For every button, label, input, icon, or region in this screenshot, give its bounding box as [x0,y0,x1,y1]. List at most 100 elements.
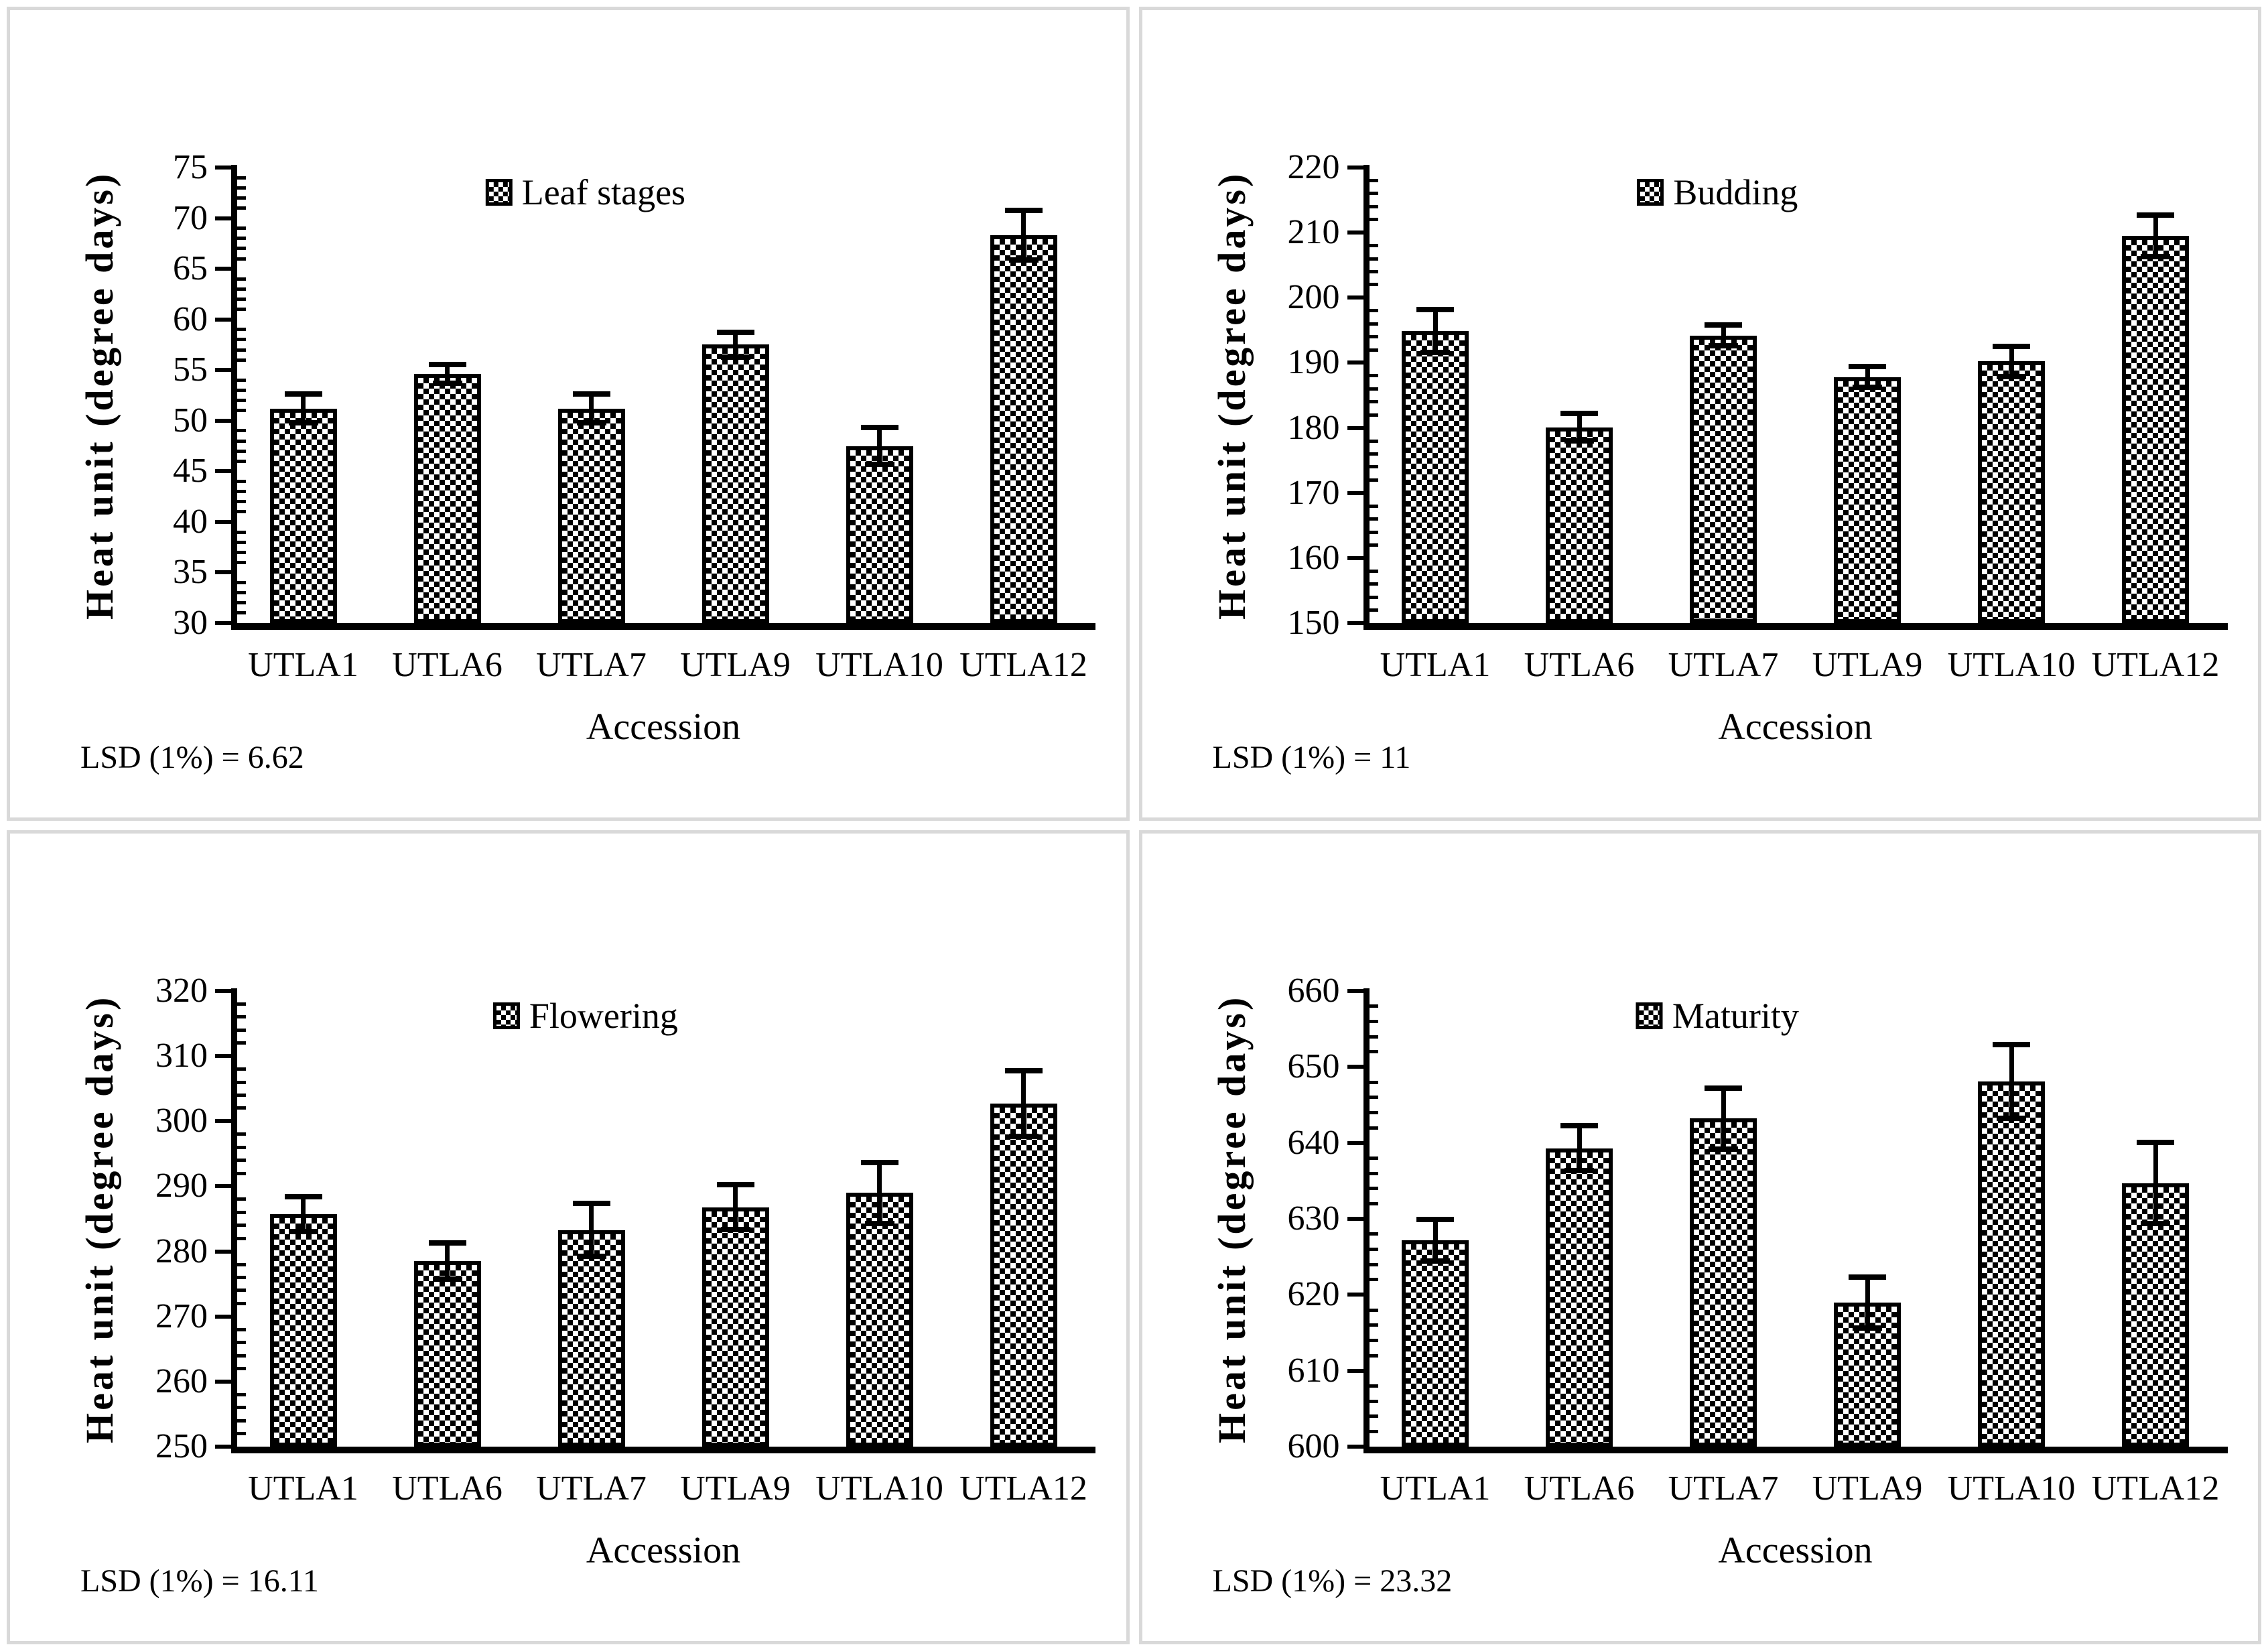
legend: Budding [1637,172,1798,213]
bar [702,344,769,623]
error-bar-bottom-cap [1564,1167,1594,1173]
y-axis-minor-tick [237,449,246,453]
y-axis-minor-tick [1369,595,1378,599]
x-axis-line [1363,623,2228,630]
y-axis-minor-tick [237,550,246,554]
y-axis-major-tick [215,1054,237,1059]
x-tick-label: UTLA12 [959,1469,1087,1508]
y-axis-minor-tick [1369,1035,1378,1039]
y-tick-label: 320 [155,972,208,1010]
y-axis-line [231,988,237,1449]
y-axis-minor-tick [237,500,246,504]
error-bar-line [1865,364,1870,391]
y-axis-major-tick [1347,295,1370,300]
error-bar-bottom-cap [864,1220,894,1226]
legend-swatch-icon [485,179,513,206]
y-axis-minor-tick [237,459,246,463]
error-bar-line [2153,1140,2158,1227]
y-axis-minor-tick [237,338,246,342]
y-axis-minor-tick [237,277,246,281]
y-axis-major-tick [215,418,237,423]
error-bar-bottom-cap [576,1254,606,1260]
y-axis-minor-tick [1369,517,1378,521]
y-tick-label: 150 [1287,604,1340,642]
y-axis-minor-tick [1369,478,1378,482]
legend-label: Flowering [529,996,678,1036]
y-axis-major-tick [215,469,237,474]
error-bar-bottom-cap [1709,1146,1738,1152]
bar [1402,1240,1469,1447]
error-bar [716,329,754,360]
y-tick-label: 620 [1287,1275,1340,1314]
y-axis-tick-labels: 600 610 620 630 640 650 660 [1142,972,1340,1465]
y-axis-minor-tick [237,1353,246,1358]
x-axis-title: Accession [1718,1530,1873,1571]
error-bar-top-cap [572,1200,610,1206]
x-tick-label: UTLA9 [1812,1469,1923,1508]
y-axis-minor-tick [237,530,246,534]
bar [1978,361,2045,623]
y-axis-minor-tick [237,510,246,514]
y-axis-minor-tick [1369,1262,1378,1266]
y-axis-minor-tick [237,560,246,564]
y-axis-minor-tick [237,1366,246,1370]
x-axis-tick-labels: UTLA1 UTLA6 UTLA7 UTLA9 UTLA10 UTLA12 [1363,1469,2228,1516]
y-axis-major-tick [215,166,237,170]
y-axis-major-tick [1347,621,1370,625]
y-axis-minor-tick [237,348,246,352]
y-tick-label: 30 [173,604,208,642]
error-bar-bottom-cap [1709,343,1738,349]
lsd-note: LSD (1%) = 23.32 [1212,1563,1453,1599]
y-axis-minor-tick [1369,269,1378,273]
y-axis-minor-tick [237,1224,246,1228]
y-axis-minor-tick [1369,543,1378,547]
y-axis-minor-tick [1369,1110,1378,1114]
y-axis-minor-tick [237,1093,246,1097]
y-axis-major-tick [1347,1065,1370,1069]
y-axis-minor-tick [237,1418,246,1423]
y-tick-label: 75 [173,148,208,186]
y-axis-minor-tick [1369,218,1378,222]
bar [846,446,913,623]
error-bar-top-cap [1416,1216,1454,1222]
x-tick-label: UTLA12 [959,646,1087,684]
error-bar-bottom-cap [1997,1115,2026,1121]
error-bar-line [2009,344,2014,379]
error-bar [1993,344,2030,379]
y-axis-minor-tick [1369,400,1378,404]
x-axis-tick-labels: UTLA1 UTLA6 UTLA7 UTLA9 UTLA10 UTLA12 [231,1469,1095,1516]
error-bar-line [1432,306,1438,355]
error-bar-top-cap [716,329,754,335]
y-axis-major-tick [1347,166,1370,170]
error-bar [860,1159,898,1226]
error-bar-top-cap [284,1194,322,1200]
y-axis-minor-tick [237,399,246,403]
y-tick-label: 630 [1287,1199,1340,1238]
y-axis-minor-tick [1369,1126,1378,1130]
error-bar-bottom-cap [1420,349,1450,355]
error-bar-top-cap [1705,322,1742,328]
y-axis-minor-tick [237,328,246,332]
error-bar-bottom-cap [1564,438,1594,444]
y-axis-tick-labels: 250 260 270 280 290 300 310 320 [10,972,208,1465]
error-bar-line [301,1194,306,1235]
error-bar-line [1021,1067,1026,1140]
bar [2122,236,2189,623]
y-tick-label: 280 [155,1232,208,1270]
error-bar [1849,1274,1886,1331]
x-axis-line [231,623,1095,630]
error-bar [1416,1216,1454,1264]
error-bar-line [1577,1123,1582,1173]
error-bar-top-cap [1849,364,1886,370]
x-tick-label: UTLA10 [1947,1469,2076,1508]
y-axis-major-tick [1347,230,1370,235]
error-bar [1416,306,1454,355]
chart-panel-flowering: Heat unit (degree days) 250 260 270 280 290 3… [7,830,1130,1644]
bar [269,408,337,623]
y-tick-label: 65 [173,249,208,288]
y-tick-label: 170 [1287,473,1340,512]
y-tick-label: 310 [155,1037,208,1075]
error-bar-top-cap [428,362,466,368]
y-axis-minor-tick [237,1171,246,1175]
